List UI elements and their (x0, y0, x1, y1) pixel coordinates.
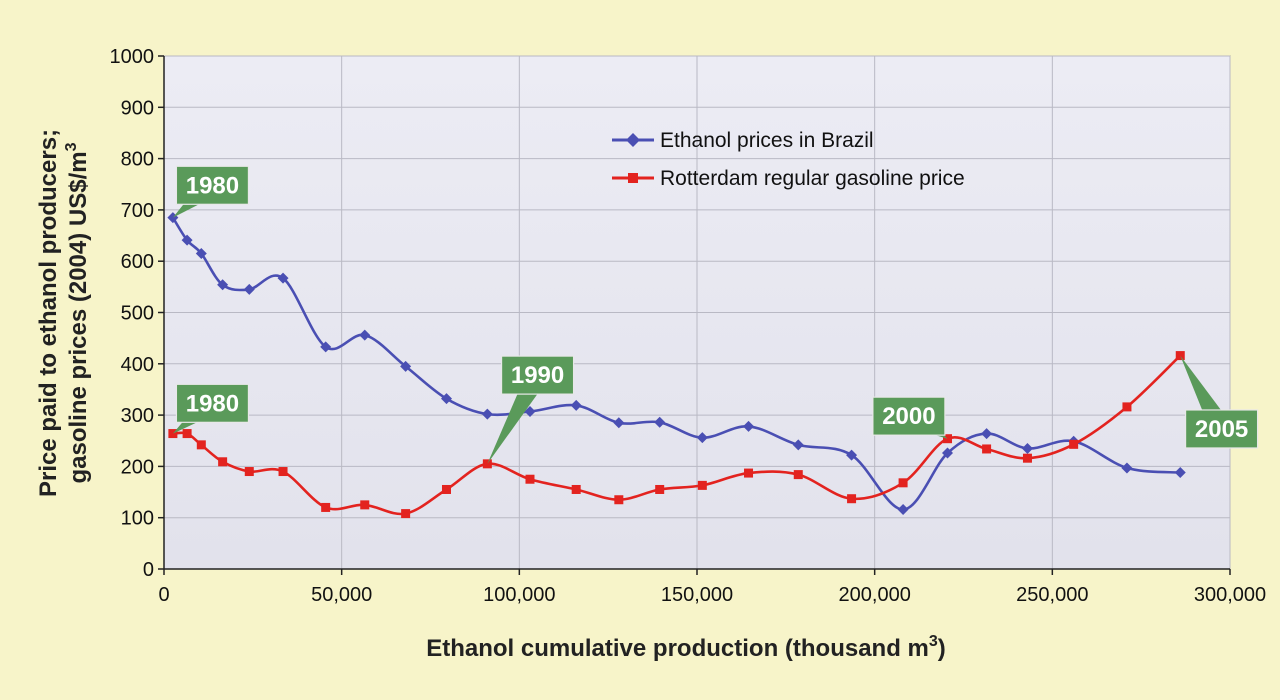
data-point-square (793, 470, 803, 480)
legend-item-gasoline: Rotterdam regular gasoline price (612, 167, 965, 190)
callout-box (175, 383, 250, 423)
y-axis-title-line1: Price paid to ethanol producers; (35, 129, 62, 497)
data-point-square (982, 444, 992, 454)
y-axis-title-line2: gasoline prices (2004) US$/m3 (63, 142, 92, 483)
data-point-square (278, 467, 288, 477)
data-point-diamond (440, 393, 452, 405)
legend-item-ethanol: Ethanol prices in Brazil (612, 129, 874, 152)
data-point-diamond (654, 416, 666, 428)
callout-box (175, 165, 250, 205)
callout-box (500, 355, 575, 395)
legend-marker-ethanol (626, 133, 640, 147)
data-point-diamond (524, 406, 536, 418)
axes: 0 100 200 300 400 500 600 700 800 900 1000 0 50,000 1… (110, 46, 1267, 606)
data-point-diamond (481, 408, 493, 420)
y-axis-title-line2-main: gasoline prices (2004) US$/m (65, 151, 92, 483)
callout-label: 2000 (882, 403, 935, 430)
grid (164, 55, 1231, 569)
data-point-square (321, 502, 331, 512)
y-tick-label: 0 (143, 559, 154, 581)
x-tick-label: 250,000 (1016, 584, 1088, 606)
data-point-diamond (181, 234, 193, 246)
data-point-square (847, 494, 857, 504)
data-point-square (525, 474, 535, 484)
data-point-square (360, 500, 370, 510)
data-point-square (196, 440, 206, 450)
y-tick-label: 500 (121, 303, 154, 325)
x-tick-label: 100,000 (483, 584, 555, 606)
x-axis-title-main: Ethanol cumulative production (thousand … (426, 635, 929, 662)
callout-label: 1980 (186, 390, 239, 417)
x-axis-title: Ethanol cumulative production (thousand … (426, 633, 946, 662)
data-point-diamond (897, 503, 909, 515)
data-point-diamond (570, 399, 582, 411)
data-point-diamond (942, 447, 954, 459)
legend-marker-gasoline (628, 173, 638, 183)
data-point-square (1022, 453, 1032, 463)
data-point-diamond (359, 329, 371, 341)
data-point-diamond (846, 449, 858, 461)
data-point-diamond (1021, 442, 1033, 454)
x-tick-label: 200,000 (839, 584, 911, 606)
x-axis-title-sup: 3 (929, 633, 938, 650)
callout-label: 1980 (186, 172, 239, 199)
x-tick-label: 300,000 (1194, 584, 1266, 606)
data-point-diamond (696, 432, 708, 444)
data-point-diamond (243, 283, 255, 295)
data-point-square (401, 509, 411, 519)
data-point-diamond (1174, 467, 1186, 479)
data-point-diamond (792, 439, 804, 451)
data-point-square (244, 467, 254, 477)
x-axis-title-end: ) (938, 635, 946, 662)
data-point-square (898, 478, 908, 488)
data-point-square (1069, 439, 1079, 449)
data-point-square (571, 484, 581, 494)
callout-box (872, 396, 946, 436)
data-point-square (655, 484, 665, 494)
legend-label-gasoline: Rotterdam regular gasoline price (660, 167, 965, 190)
x-tick-label: 150,000 (661, 584, 733, 606)
annotations: 1980 1980 1990 2000 2005 (172, 165, 1259, 464)
data-point-square (697, 480, 707, 490)
y-tick-label: 700 (121, 200, 154, 222)
data-point-diamond (277, 272, 289, 284)
y-axis-title: Price paid to ethanol producers; gasolin… (35, 129, 92, 497)
callout-box (1184, 409, 1259, 449)
data-point-square (441, 484, 451, 494)
y-axis-title-sup: 3 (63, 142, 80, 151)
callout-label: 1990 (511, 362, 564, 389)
data-point-diamond (217, 279, 229, 291)
legend-label-ethanol: Ethanol prices in Brazil (660, 129, 874, 152)
data-point-diamond (195, 248, 207, 260)
x-tick-label: 50,000 (311, 584, 372, 606)
callout-label: 2005 (1195, 416, 1248, 443)
y-tick-label: 300 (121, 405, 154, 427)
data-point-diamond (400, 360, 412, 372)
data-point-diamond (320, 341, 332, 353)
data-point-square (182, 429, 192, 439)
data-point-diamond (613, 417, 625, 429)
series-line-0 (171, 216, 1181, 511)
legend: Ethanol prices in Brazil Rotterdam regul… (612, 129, 965, 190)
y-tick-label: 400 (121, 354, 154, 376)
x-tick-label: 0 (158, 584, 169, 606)
data-point-diamond (981, 428, 993, 440)
y-tick-label: 200 (121, 456, 154, 478)
y-tick-label: 800 (121, 149, 154, 171)
y-tick-label: 1000 (110, 46, 155, 68)
y-tick-label: 100 (121, 508, 154, 530)
data-point-square (744, 468, 754, 478)
y-tick-label: 600 (121, 251, 154, 273)
data-point-square (614, 495, 624, 505)
data-point-diamond (1121, 462, 1133, 474)
y-tick-label: 900 (121, 97, 154, 119)
data-point-square (218, 457, 228, 467)
data-point-square (1122, 402, 1132, 412)
data-point-diamond (743, 420, 755, 432)
